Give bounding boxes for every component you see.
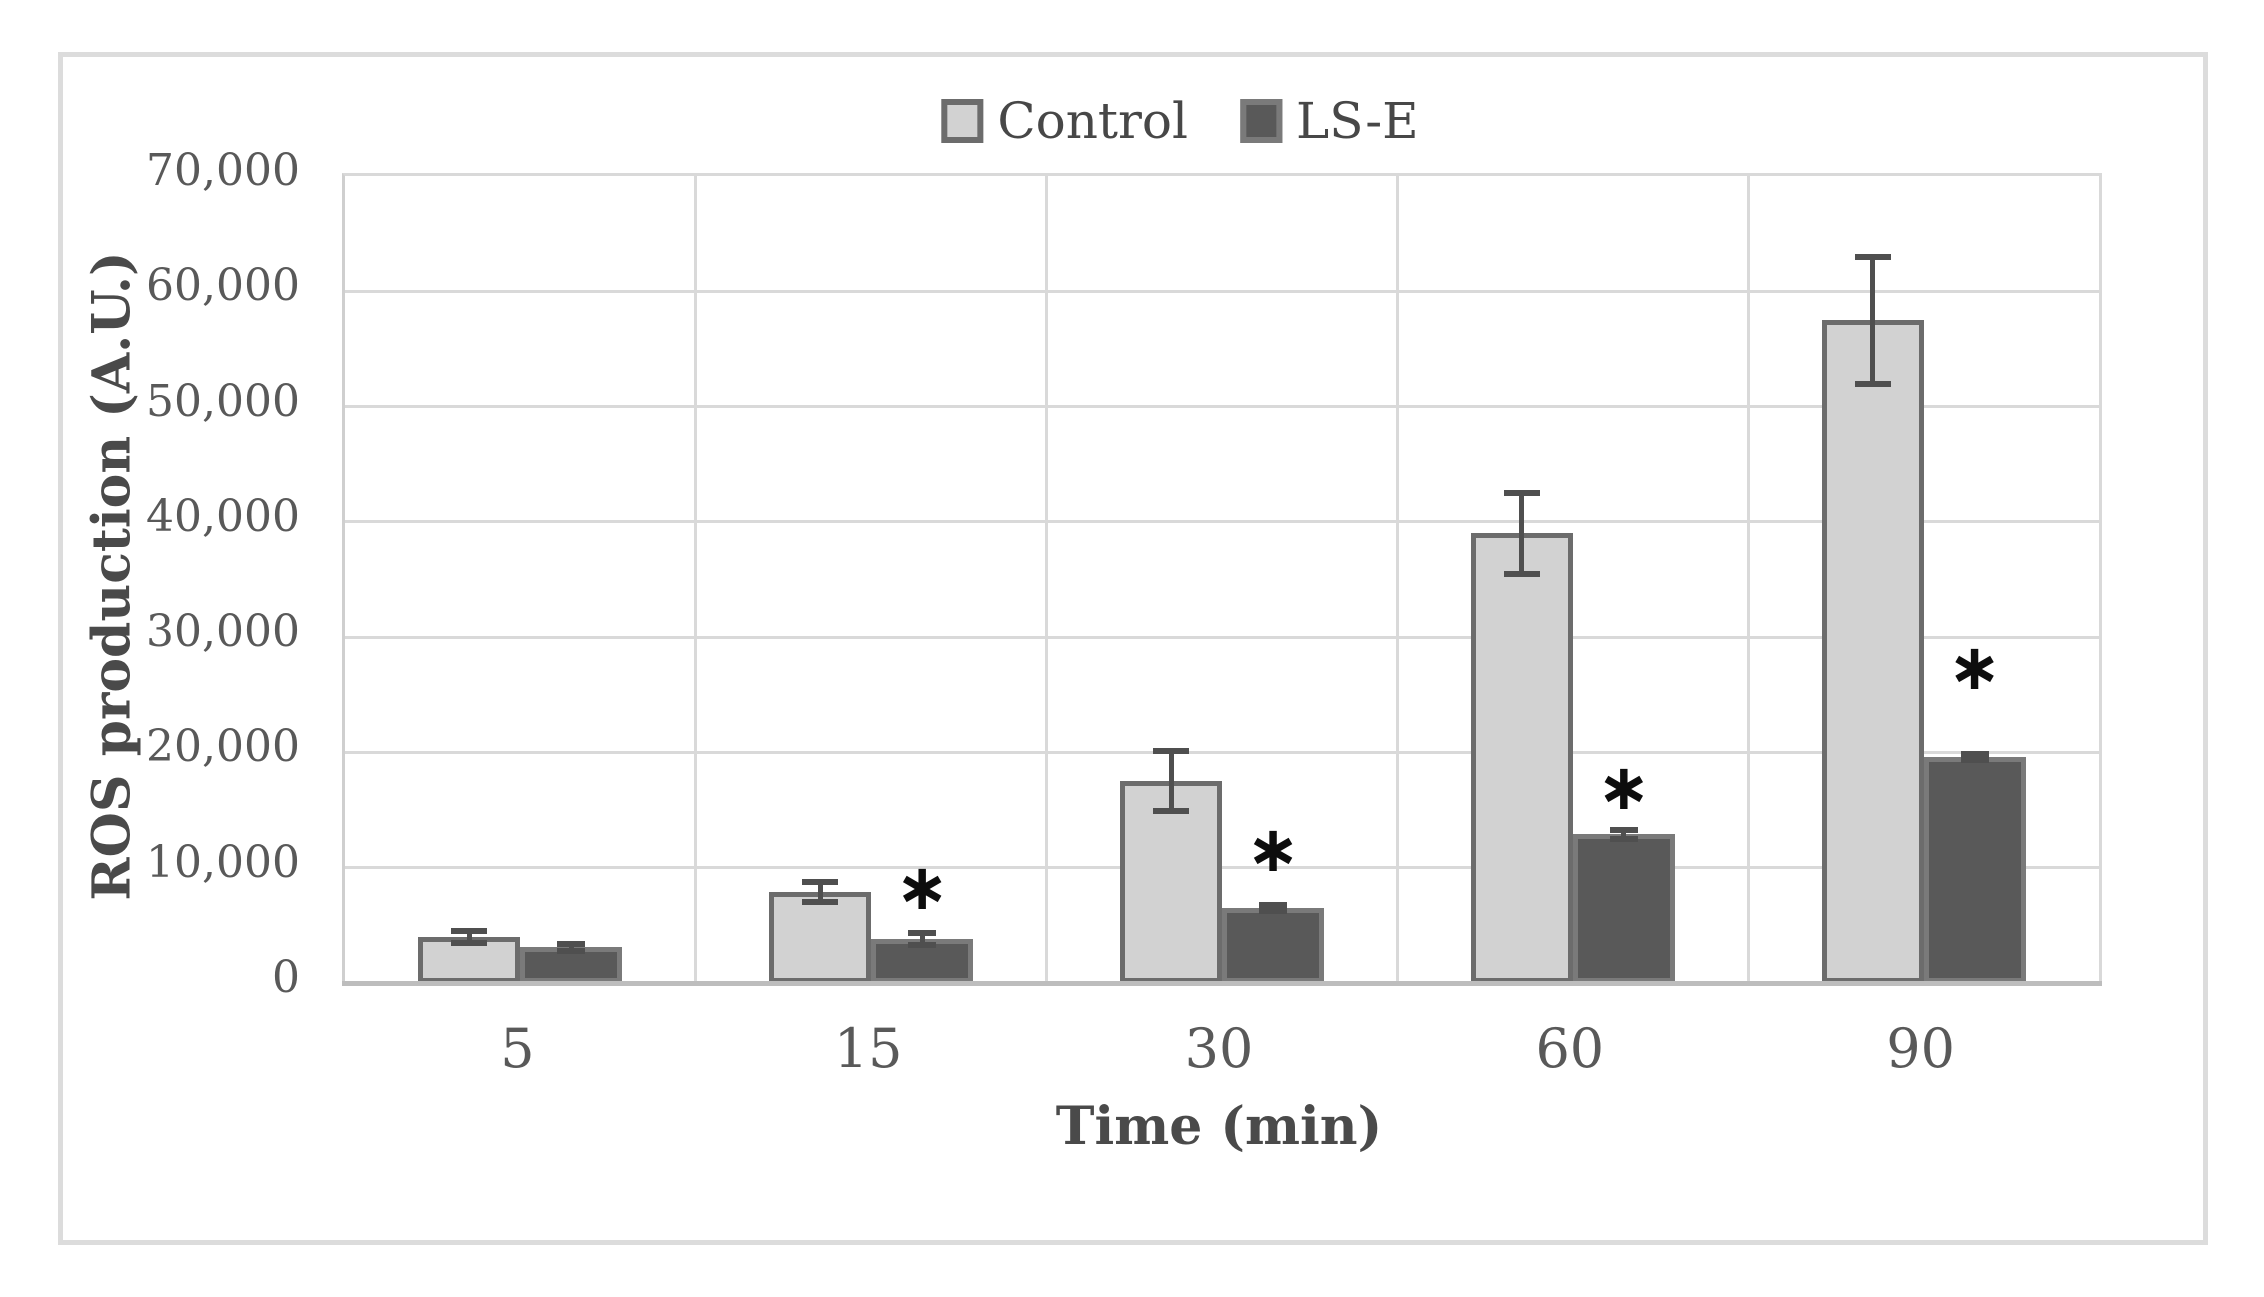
gridline-horizontal: [345, 635, 2099, 639]
error-bar-stem: [919, 933, 925, 945]
legend-swatch-icon: [1239, 99, 1282, 143]
gridline-horizontal: [345, 405, 2099, 409]
y-tick-label: 70,000: [146, 145, 300, 196]
legend-label: Control: [997, 92, 1188, 150]
error-bar-cap-top: [451, 928, 488, 935]
gridline-horizontal: [345, 520, 2099, 524]
error-bar-cap-bottom: [1854, 380, 1891, 387]
y-tick-label: 0: [272, 952, 300, 1003]
bar-ls-e-5: [520, 947, 623, 983]
error-bar-cap-bottom: [1503, 570, 1540, 577]
error-bar-cap-bottom: [908, 941, 937, 948]
error-bar-stem: [817, 881, 823, 903]
legend-swatch-icon: [941, 99, 984, 143]
error-bar-cap-top: [557, 940, 586, 947]
bar-control-90: [1821, 320, 1924, 983]
error-bar-cap-top: [1259, 902, 1287, 909]
error-bar-stem: [466, 931, 472, 943]
gridline-vertical: [1395, 176, 1399, 983]
error-bar-cap-top: [802, 878, 839, 885]
error-bar-cap-bottom: [451, 939, 488, 946]
error-bar-cap-top: [1609, 826, 1638, 833]
error-bar-cap-bottom: [1259, 907, 1287, 914]
legend-item-control: Control: [941, 96, 1188, 146]
error-bar-cap-top: [1503, 490, 1540, 497]
y-tick-label: 10,000: [146, 836, 300, 888]
y-tick-label: 20,000: [146, 721, 300, 773]
x-axis-line: [342, 981, 2102, 986]
x-axis-title: Time (min): [1055, 1096, 1383, 1157]
bar-control-15: [769, 891, 872, 983]
error-bar-cap-bottom: [1609, 835, 1638, 842]
gridline-vertical: [694, 176, 698, 983]
y-tick-label: 60,000: [146, 260, 300, 312]
y-tick-label: 30,000: [146, 606, 300, 658]
error-bar-stem: [1972, 753, 1978, 761]
gridline-horizontal: [345, 289, 2099, 293]
error-bar-cap-bottom: [557, 947, 586, 954]
error-bar-cap-top: [908, 930, 937, 937]
gridline-horizontal: [345, 866, 2099, 870]
gridline-vertical: [1045, 176, 1049, 983]
bar-ls-e-90: [1923, 757, 2026, 983]
error-bar-cap-bottom: [802, 899, 839, 906]
error-bar-cap-top: [1854, 253, 1891, 260]
error-bar-cap-bottom: [1960, 757, 1989, 764]
chart-legend: Control LS-E: [941, 92, 1419, 150]
x-tick-label: 60: [1535, 1017, 1605, 1080]
x-tick-label: 5: [500, 1017, 535, 1080]
y-tick-label: 50,000: [146, 375, 300, 427]
error-bar-stem: [1168, 751, 1174, 812]
plot-area: ∗ ∗ ∗ ∗: [342, 173, 2102, 986]
error-bar-stem: [1870, 256, 1876, 384]
significance-asterisk-90: ∗: [1947, 631, 2002, 706]
error-bar-cap-top: [1960, 750, 1989, 757]
bar-ls-e-60: [1572, 834, 1675, 983]
error-bar-stem: [1519, 493, 1525, 574]
legend-item-ls-e: LS-E: [1239, 92, 1419, 150]
significance-asterisk-60: ∗: [1596, 751, 1651, 826]
x-tick-label: 90: [1886, 1017, 1955, 1080]
error-bar-cap-bottom: [1153, 808, 1189, 815]
y-axis-title: ROS production (A.U.): [81, 251, 143, 901]
gridline-vertical: [1746, 176, 1750, 983]
bar-control-30: [1120, 781, 1222, 983]
bar-control-60: [1470, 533, 1573, 983]
error-bar-stem: [568, 943, 574, 951]
legend-label: LS-E: [1295, 92, 1419, 150]
significance-asterisk-30: ∗: [1246, 813, 1300, 888]
gridline-horizontal: [345, 750, 2099, 754]
y-tick-label: 40,000: [146, 490, 300, 542]
x-tick-label: 15: [833, 1017, 903, 1080]
significance-asterisk-15: ∗: [895, 851, 949, 926]
error-bar-cap-top: [1153, 748, 1189, 755]
x-tick-label: 30: [1184, 1017, 1254, 1080]
error-bar-stem: [1621, 829, 1627, 839]
bar-ls-e-30: [1222, 908, 1324, 983]
